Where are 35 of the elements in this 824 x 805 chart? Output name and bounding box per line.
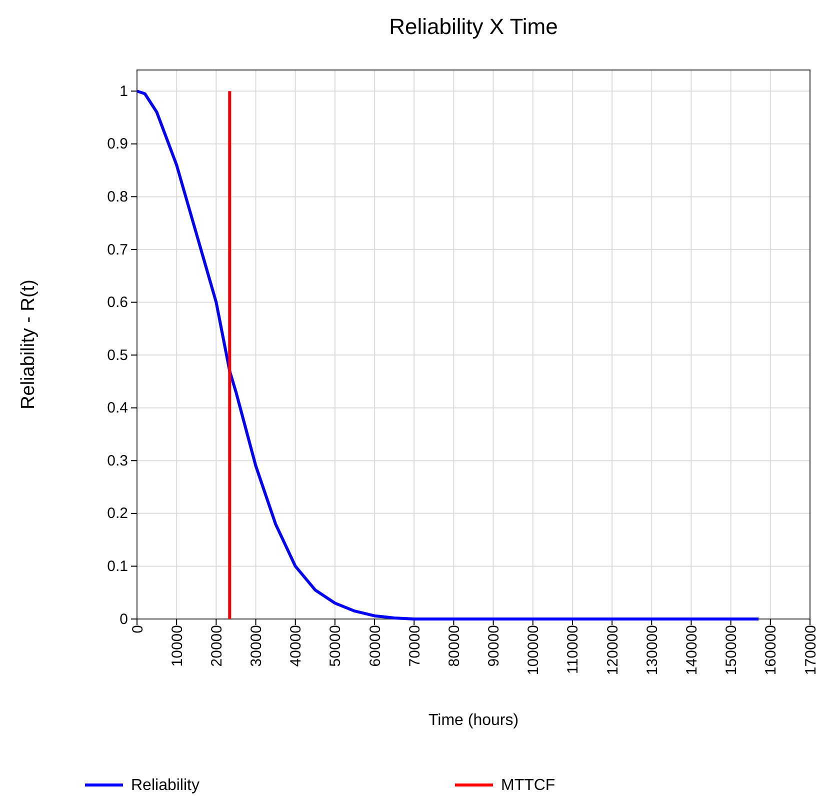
y-tick-label: 0.7 — [107, 241, 128, 258]
y-tick-label: 0 — [120, 610, 128, 628]
x-tick-label: 110000 — [564, 625, 582, 674]
y-axis-title: Reliability - R(t) — [18, 280, 39, 410]
x-tick-label: 150000 — [723, 625, 740, 676]
x-tick-label: 140000 — [683, 625, 700, 676]
x-tick-label: 90000 — [486, 625, 503, 667]
x-tick-label: 50000 — [327, 625, 344, 667]
y-tick-label: 0.8 — [107, 188, 128, 206]
x-tick-label: 0 — [129, 625, 146, 634]
y-tick-label: 0.1 — [107, 558, 128, 576]
x-tick-label: 10000 — [168, 625, 186, 667]
y-tick-label: 0.6 — [107, 294, 128, 312]
chart-title: Reliability X Time — [389, 14, 558, 39]
x-tick-label: 160000 — [762, 625, 780, 676]
x-axis-title: Time (hours) — [428, 712, 519, 729]
x-tick-label: 80000 — [446, 625, 463, 667]
x-tick-label: 170000 — [802, 625, 820, 676]
x-tick-label: 120000 — [604, 625, 622, 676]
line-series — [136, 90, 760, 620]
y-tick-label: 0.3 — [107, 452, 128, 470]
y-tick-label: 1 — [120, 82, 128, 100]
y-tick-label: 0.9 — [107, 136, 128, 153]
y-tick-label: 0.5 — [107, 346, 128, 364]
x-tick-label: 60000 — [366, 625, 384, 667]
x-tick-label: 40000 — [288, 625, 305, 667]
x-tick-label: 130000 — [644, 625, 661, 676]
x-tick-label: 100000 — [525, 625, 542, 676]
x-tick-label: 30000 — [248, 625, 266, 667]
y-tick-label: 0.2 — [107, 505, 128, 522]
legend-label: Reliability — [131, 777, 200, 794]
y-tick-label: 0.4 — [107, 400, 128, 417]
legend-label: MTTCF — [501, 777, 556, 794]
x-tick-label: 70000 — [406, 625, 424, 667]
x-tick-label: 20000 — [208, 625, 226, 667]
